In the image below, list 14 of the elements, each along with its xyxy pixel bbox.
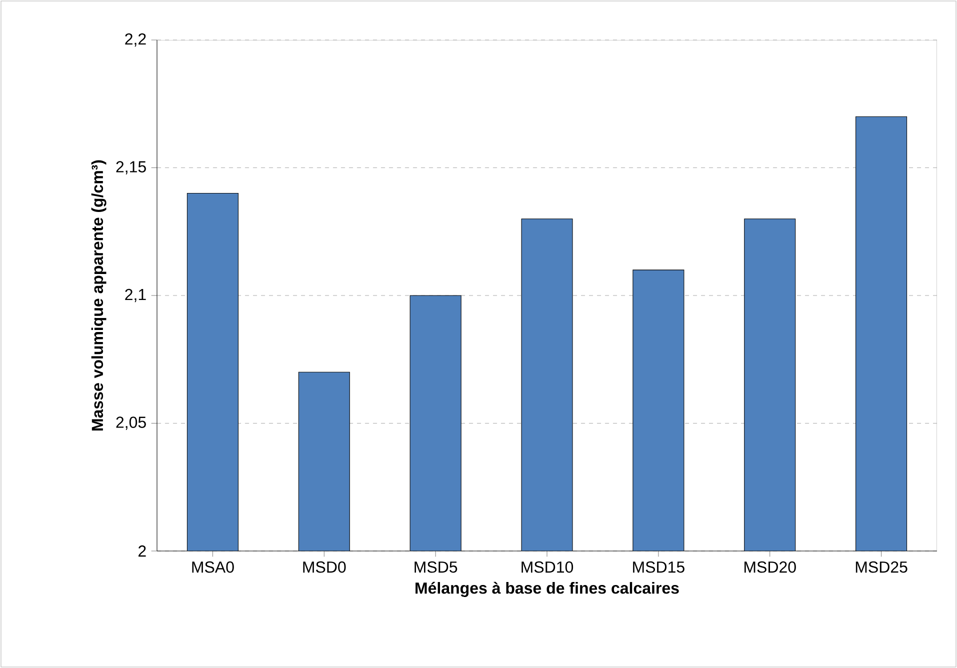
y-axis-title: Masse volumique apparente (g/cm³): [91, 160, 106, 430]
x-tick-label: MSD25: [856, 561, 908, 573]
y-tick-label: 2: [138, 545, 146, 557]
x-tick-label: MSD10: [522, 561, 574, 573]
x-tick-label: MSD20: [744, 561, 796, 573]
x-tick-label: MSA0: [192, 561, 234, 573]
y-tick-label: 2,1: [125, 288, 146, 302]
x-tick-label: MSD0: [303, 561, 346, 573]
x-tick-label: MSD5: [414, 561, 458, 573]
y-tick-label: 2,05: [116, 416, 146, 430]
y-tick-label: 2,2: [125, 33, 146, 47]
x-axis-title: Mélanges à base de fines calcaires: [416, 582, 679, 598]
y-tick-label: 2,15: [116, 161, 146, 174]
x-tick-label: MSD15: [633, 561, 684, 573]
